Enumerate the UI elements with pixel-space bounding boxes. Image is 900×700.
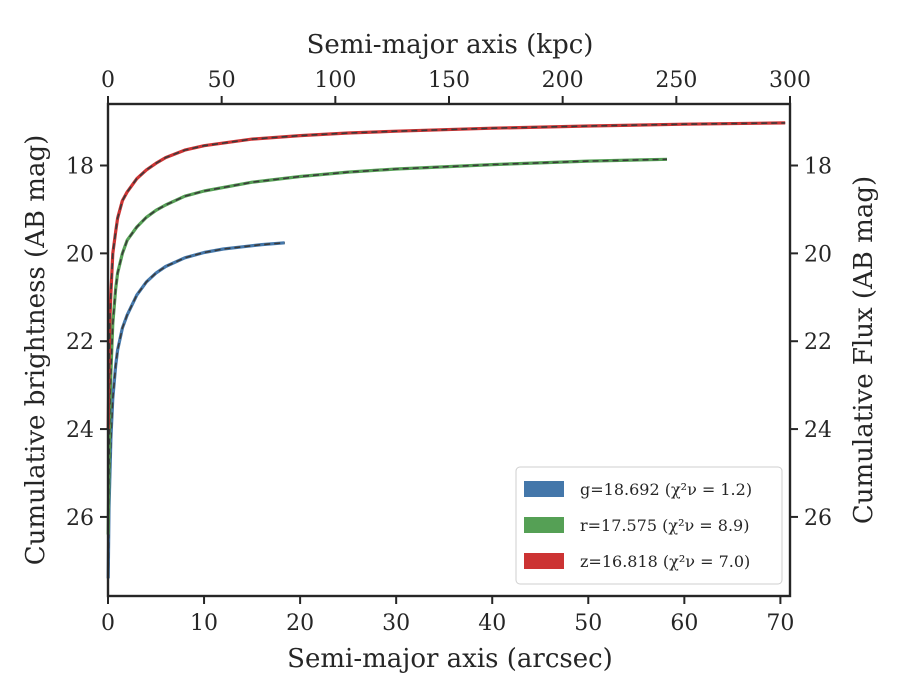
plot-frame	[106, 102, 792, 598]
legend-label-3: z=16.818 (χ²ν = 7.0)	[580, 552, 750, 571]
legend: g=18.692 (χ²ν = 1.2) r=17.575 (χ²ν = 8.9)…	[515, 466, 783, 585]
x-tick-label: 20	[286, 611, 314, 636]
x-tick-label: 0	[101, 611, 115, 636]
legend-swatch-3	[524, 553, 564, 569]
legend-label-2: r=17.575 (χ²ν = 8.9)	[580, 516, 749, 535]
y-tick-label: 20	[66, 242, 94, 267]
y2-tick-label: 20	[804, 242, 832, 267]
series-layer	[106, 121, 786, 579]
y-tick-label: 24	[66, 418, 94, 443]
legend-frame	[515, 466, 783, 585]
legend-swatch-2	[524, 517, 564, 533]
fit-line-2	[107, 158, 668, 535]
ticks-layer: 0 10 20 30 40 50 60 70 0 50 100 150 200 250 300 18 18 20 2…	[66, 68, 832, 636]
x-tick-label: 10	[190, 611, 218, 636]
x2-tick-label: 300	[769, 68, 811, 93]
y2-tick-label: 24	[804, 418, 832, 443]
y2-tick-label: 22	[804, 330, 832, 355]
y2-tick-label: 18	[804, 155, 832, 180]
x-tick-label: 70	[766, 611, 794, 636]
fit-line-1	[107, 242, 285, 579]
y-tick-label: 26	[66, 506, 94, 531]
y-tick-label: 18	[66, 155, 94, 180]
y-axis-title: Cumulative brightness (AB mag)	[21, 135, 51, 566]
x-tick-label: 30	[382, 611, 410, 636]
x-axis-title: Semi-major axis (arcsec)	[287, 644, 613, 674]
series-line-1	[106, 241, 285, 579]
y2-tick-label: 26	[804, 506, 832, 531]
x2-tick-label: 50	[208, 68, 236, 93]
fit-line-3	[107, 122, 786, 430]
series-line-3	[106, 121, 786, 430]
x2-tick-label: 150	[428, 68, 470, 93]
x2-axis-title: Semi-major axis (kpc)	[307, 30, 594, 60]
x-tick-label: 50	[574, 611, 602, 636]
y-tick-label: 22	[66, 330, 94, 355]
legend-label-1: g=18.692 (χ²ν = 1.2)	[580, 480, 752, 499]
y2-axis-title: Cumulative Flux (AB mag)	[849, 176, 879, 524]
legend-swatch-1	[524, 481, 564, 497]
x2-tick-label: 100	[314, 68, 356, 93]
x2-tick-label: 250	[655, 68, 697, 93]
x2-tick-label: 200	[542, 68, 584, 93]
x-tick-label: 40	[478, 611, 506, 636]
x2-tick-label: 0	[101, 68, 115, 93]
x-tick-label: 60	[670, 611, 698, 636]
